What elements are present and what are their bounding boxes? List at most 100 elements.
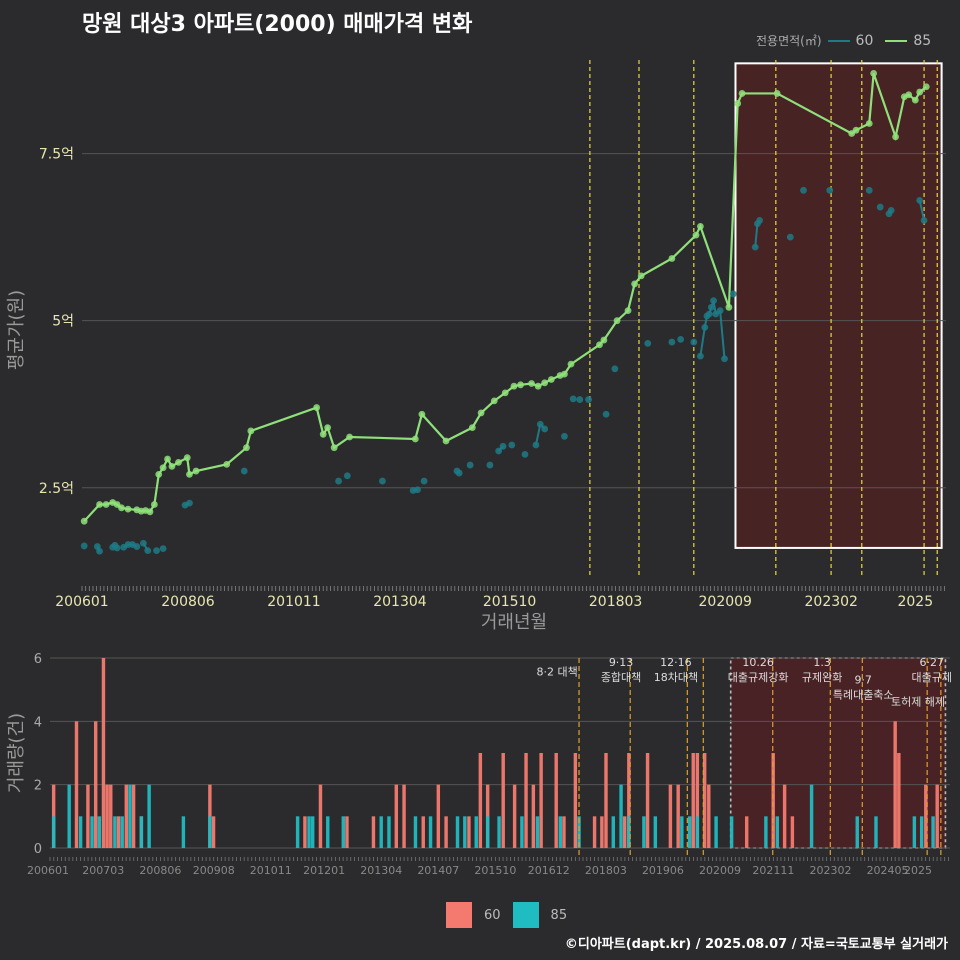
volume-x-tick-label: 201612 bbox=[528, 864, 570, 877]
series-85-point bbox=[692, 231, 700, 239]
volume-bar-85 bbox=[67, 784, 71, 848]
volume-bar-60 bbox=[93, 721, 98, 848]
volume-bar-60 bbox=[790, 816, 795, 848]
series-85-point bbox=[870, 69, 878, 77]
x-axis-title: 거래년월 bbox=[481, 612, 547, 633]
series-85-point bbox=[118, 504, 125, 512]
series-85-point bbox=[501, 389, 509, 397]
policy-label: 18차대책 bbox=[654, 671, 698, 684]
series-60-point bbox=[144, 547, 152, 554]
series-60-point bbox=[826, 186, 834, 194]
series-60-point bbox=[611, 365, 619, 373]
series-85-point bbox=[155, 471, 163, 478]
volume-bar-60 bbox=[74, 721, 79, 848]
volume-bar-85 bbox=[147, 784, 151, 848]
volume-bar-60 bbox=[524, 753, 528, 848]
volume-bar-60 bbox=[897, 753, 901, 848]
series-85-point bbox=[223, 460, 231, 468]
volume-bar-60 bbox=[512, 784, 517, 848]
volume-bar-85 bbox=[295, 816, 300, 848]
series-85-point bbox=[247, 427, 255, 435]
volume-bar-85 bbox=[78, 816, 83, 848]
policy-label: 9·7 bbox=[854, 673, 872, 686]
top-legend: 전용면적(㎡) 60 85 bbox=[756, 32, 937, 49]
volume-x-tick-label: 202405 bbox=[867, 864, 909, 877]
series-60-point bbox=[186, 499, 193, 507]
series-60-point bbox=[140, 539, 147, 547]
volume-x-tick-label: 200806 bbox=[139, 864, 181, 877]
volume-x-tick-label: 201407 bbox=[417, 864, 459, 877]
series-60-segment bbox=[719, 310, 726, 359]
series-85-point bbox=[567, 360, 575, 368]
volume-bar-85 bbox=[535, 816, 540, 848]
series-85-point bbox=[490, 397, 498, 405]
legend-60-line-swatch bbox=[827, 39, 850, 42]
series-60-point bbox=[786, 233, 794, 241]
volume-bar-60 bbox=[394, 784, 399, 848]
volume-bar-85 bbox=[97, 816, 102, 848]
legend-85-label: 85 bbox=[913, 32, 932, 49]
y-tick-label: 7.5억 bbox=[39, 147, 74, 163]
volume-bar-60 bbox=[604, 753, 608, 848]
volume-y-tick-label: 0 bbox=[34, 842, 42, 857]
series-85-point bbox=[534, 382, 542, 390]
volume-x-tick-label: 202009 bbox=[699, 864, 741, 877]
series-85-point bbox=[243, 444, 250, 452]
volume-bar-60 bbox=[676, 784, 680, 848]
volume-bar-60 bbox=[600, 816, 604, 848]
volume-bar-85 bbox=[653, 816, 658, 848]
policy-label: 종합대책 bbox=[601, 671, 641, 684]
volume-bar-85 bbox=[474, 816, 478, 848]
volume-bar-60 bbox=[782, 784, 787, 848]
volume-bar-85 bbox=[310, 816, 315, 848]
series-85-point bbox=[624, 307, 632, 315]
series-85-point bbox=[418, 410, 426, 418]
series-85-point bbox=[773, 90, 781, 97]
volume-bar-60 bbox=[318, 784, 323, 848]
series-85-point bbox=[600, 336, 608, 344]
price-chart: 2.5억 5억 7.5억 200601 200806 201011 201304 201510… bbox=[6, 60, 946, 633]
series-85-point bbox=[324, 424, 332, 432]
x-tick-label: 201011 bbox=[267, 594, 320, 610]
series-60-segment bbox=[918, 200, 926, 221]
volume-bar-60 bbox=[467, 816, 471, 848]
volume-bar-85 bbox=[307, 816, 311, 848]
policy-label: 12·16 bbox=[660, 656, 692, 669]
volume-bar-85 bbox=[128, 784, 132, 848]
series-60-point bbox=[499, 442, 507, 450]
series-60-point bbox=[414, 486, 421, 494]
legend-bar-60-swatch bbox=[446, 902, 472, 928]
series-85-point bbox=[911, 96, 919, 104]
series-85-point bbox=[164, 455, 171, 463]
volume-bar-85 bbox=[485, 816, 490, 848]
volume-bar-60 bbox=[707, 784, 711, 848]
volume-x-tick-label: 201011 bbox=[250, 864, 292, 877]
series-60-point bbox=[710, 297, 717, 305]
volume-bar-85 bbox=[497, 816, 501, 848]
series-85-point bbox=[725, 303, 733, 311]
series-60-point bbox=[716, 307, 724, 315]
volume-bar-85 bbox=[855, 816, 859, 848]
volume-bar-60 bbox=[371, 816, 376, 848]
series-60-point bbox=[495, 447, 503, 455]
series-85-point bbox=[477, 409, 485, 417]
volume-bar-60 bbox=[893, 721, 897, 848]
series-60-point bbox=[576, 396, 584, 403]
series-85-point bbox=[905, 91, 913, 99]
bottom-legend: 60 85 bbox=[446, 902, 579, 928]
volume-bar-85 bbox=[120, 816, 124, 848]
series-60-point bbox=[486, 461, 494, 469]
volume-bar-60 bbox=[131, 784, 136, 848]
series-85-point bbox=[346, 433, 353, 441]
series-60-point bbox=[113, 544, 121, 552]
volume-x-tick-label: 201510 bbox=[474, 864, 516, 877]
volume-y-tick-label: 2 bbox=[34, 779, 42, 794]
series-60-point bbox=[721, 355, 728, 363]
volume-bar-85 bbox=[463, 816, 467, 848]
volume-bar-85 bbox=[729, 816, 734, 848]
volume-bar-60 bbox=[623, 816, 627, 848]
series-60-point bbox=[420, 477, 428, 485]
series-85-point bbox=[541, 379, 549, 387]
volume-bar-60 bbox=[668, 784, 673, 848]
